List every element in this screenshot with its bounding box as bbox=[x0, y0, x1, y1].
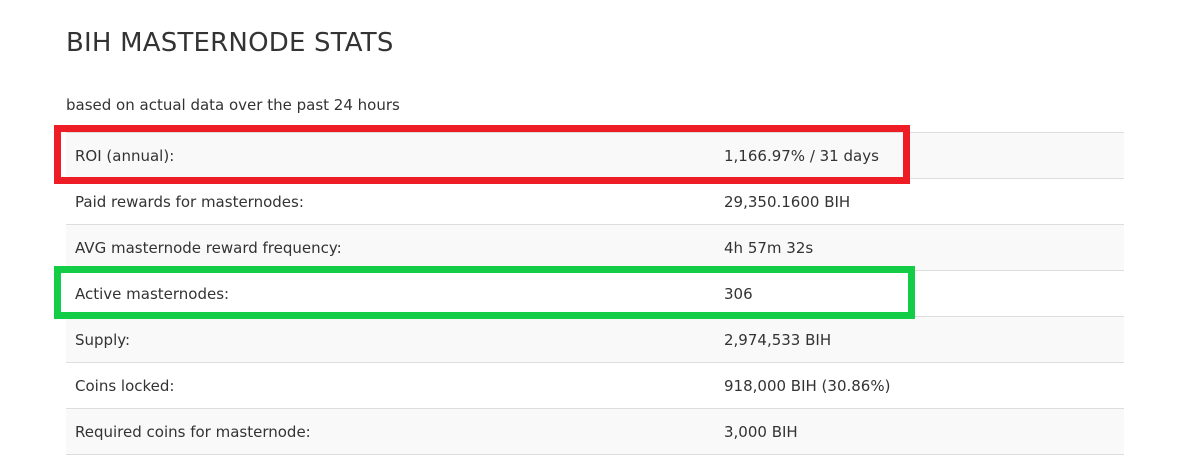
stats-value: 1,166.97% / 31 days bbox=[715, 132, 1124, 179]
stats-label: Active masternodes: bbox=[66, 270, 715, 317]
stats-label: Supply: bbox=[66, 316, 715, 363]
stats-row-roi: ROI (annual): 1,166.97% / 31 days bbox=[66, 132, 1124, 179]
stats-value: 918,000 BIH (30.86%) bbox=[715, 362, 1124, 409]
stats-value: 306 bbox=[715, 270, 1124, 317]
stats-value: 4h 57m 32s bbox=[715, 224, 1124, 271]
stats-row-active-masternodes: Active masternodes: 306 bbox=[66, 270, 1124, 317]
stats-label: Paid rewards for masternodes: bbox=[66, 178, 715, 225]
stats-row-required-coins: Required coins for masternode: 3,000 BIH bbox=[66, 408, 1124, 455]
stats-value: 3,000 BIH bbox=[715, 408, 1124, 455]
page-subtitle: based on actual data over the past 24 ho… bbox=[66, 96, 400, 114]
stats-row-supply: Supply: 2,974,533 BIH bbox=[66, 316, 1124, 363]
stats-label: AVG masternode reward frequency: bbox=[66, 224, 715, 271]
stats-label: Required coins for masternode: bbox=[66, 408, 715, 455]
stats-row-paid-rewards: Paid rewards for masternodes: 29,350.160… bbox=[66, 178, 1124, 225]
masternode-stats-table: ROI (annual): 1,166.97% / 31 days Paid r… bbox=[66, 132, 1124, 455]
stats-label: Coins locked: bbox=[66, 362, 715, 409]
stats-label: ROI (annual): bbox=[66, 132, 715, 179]
stats-row-reward-frequency: AVG masternode reward frequency: 4h 57m … bbox=[66, 224, 1124, 271]
page-title: BIH MASTERNODE STATS bbox=[66, 28, 394, 58]
stats-value: 29,350.1600 BIH bbox=[715, 178, 1124, 225]
stats-row-coins-locked: Coins locked: 918,000 BIH (30.86%) bbox=[66, 362, 1124, 409]
stats-value: 2,974,533 BIH bbox=[715, 316, 1124, 363]
